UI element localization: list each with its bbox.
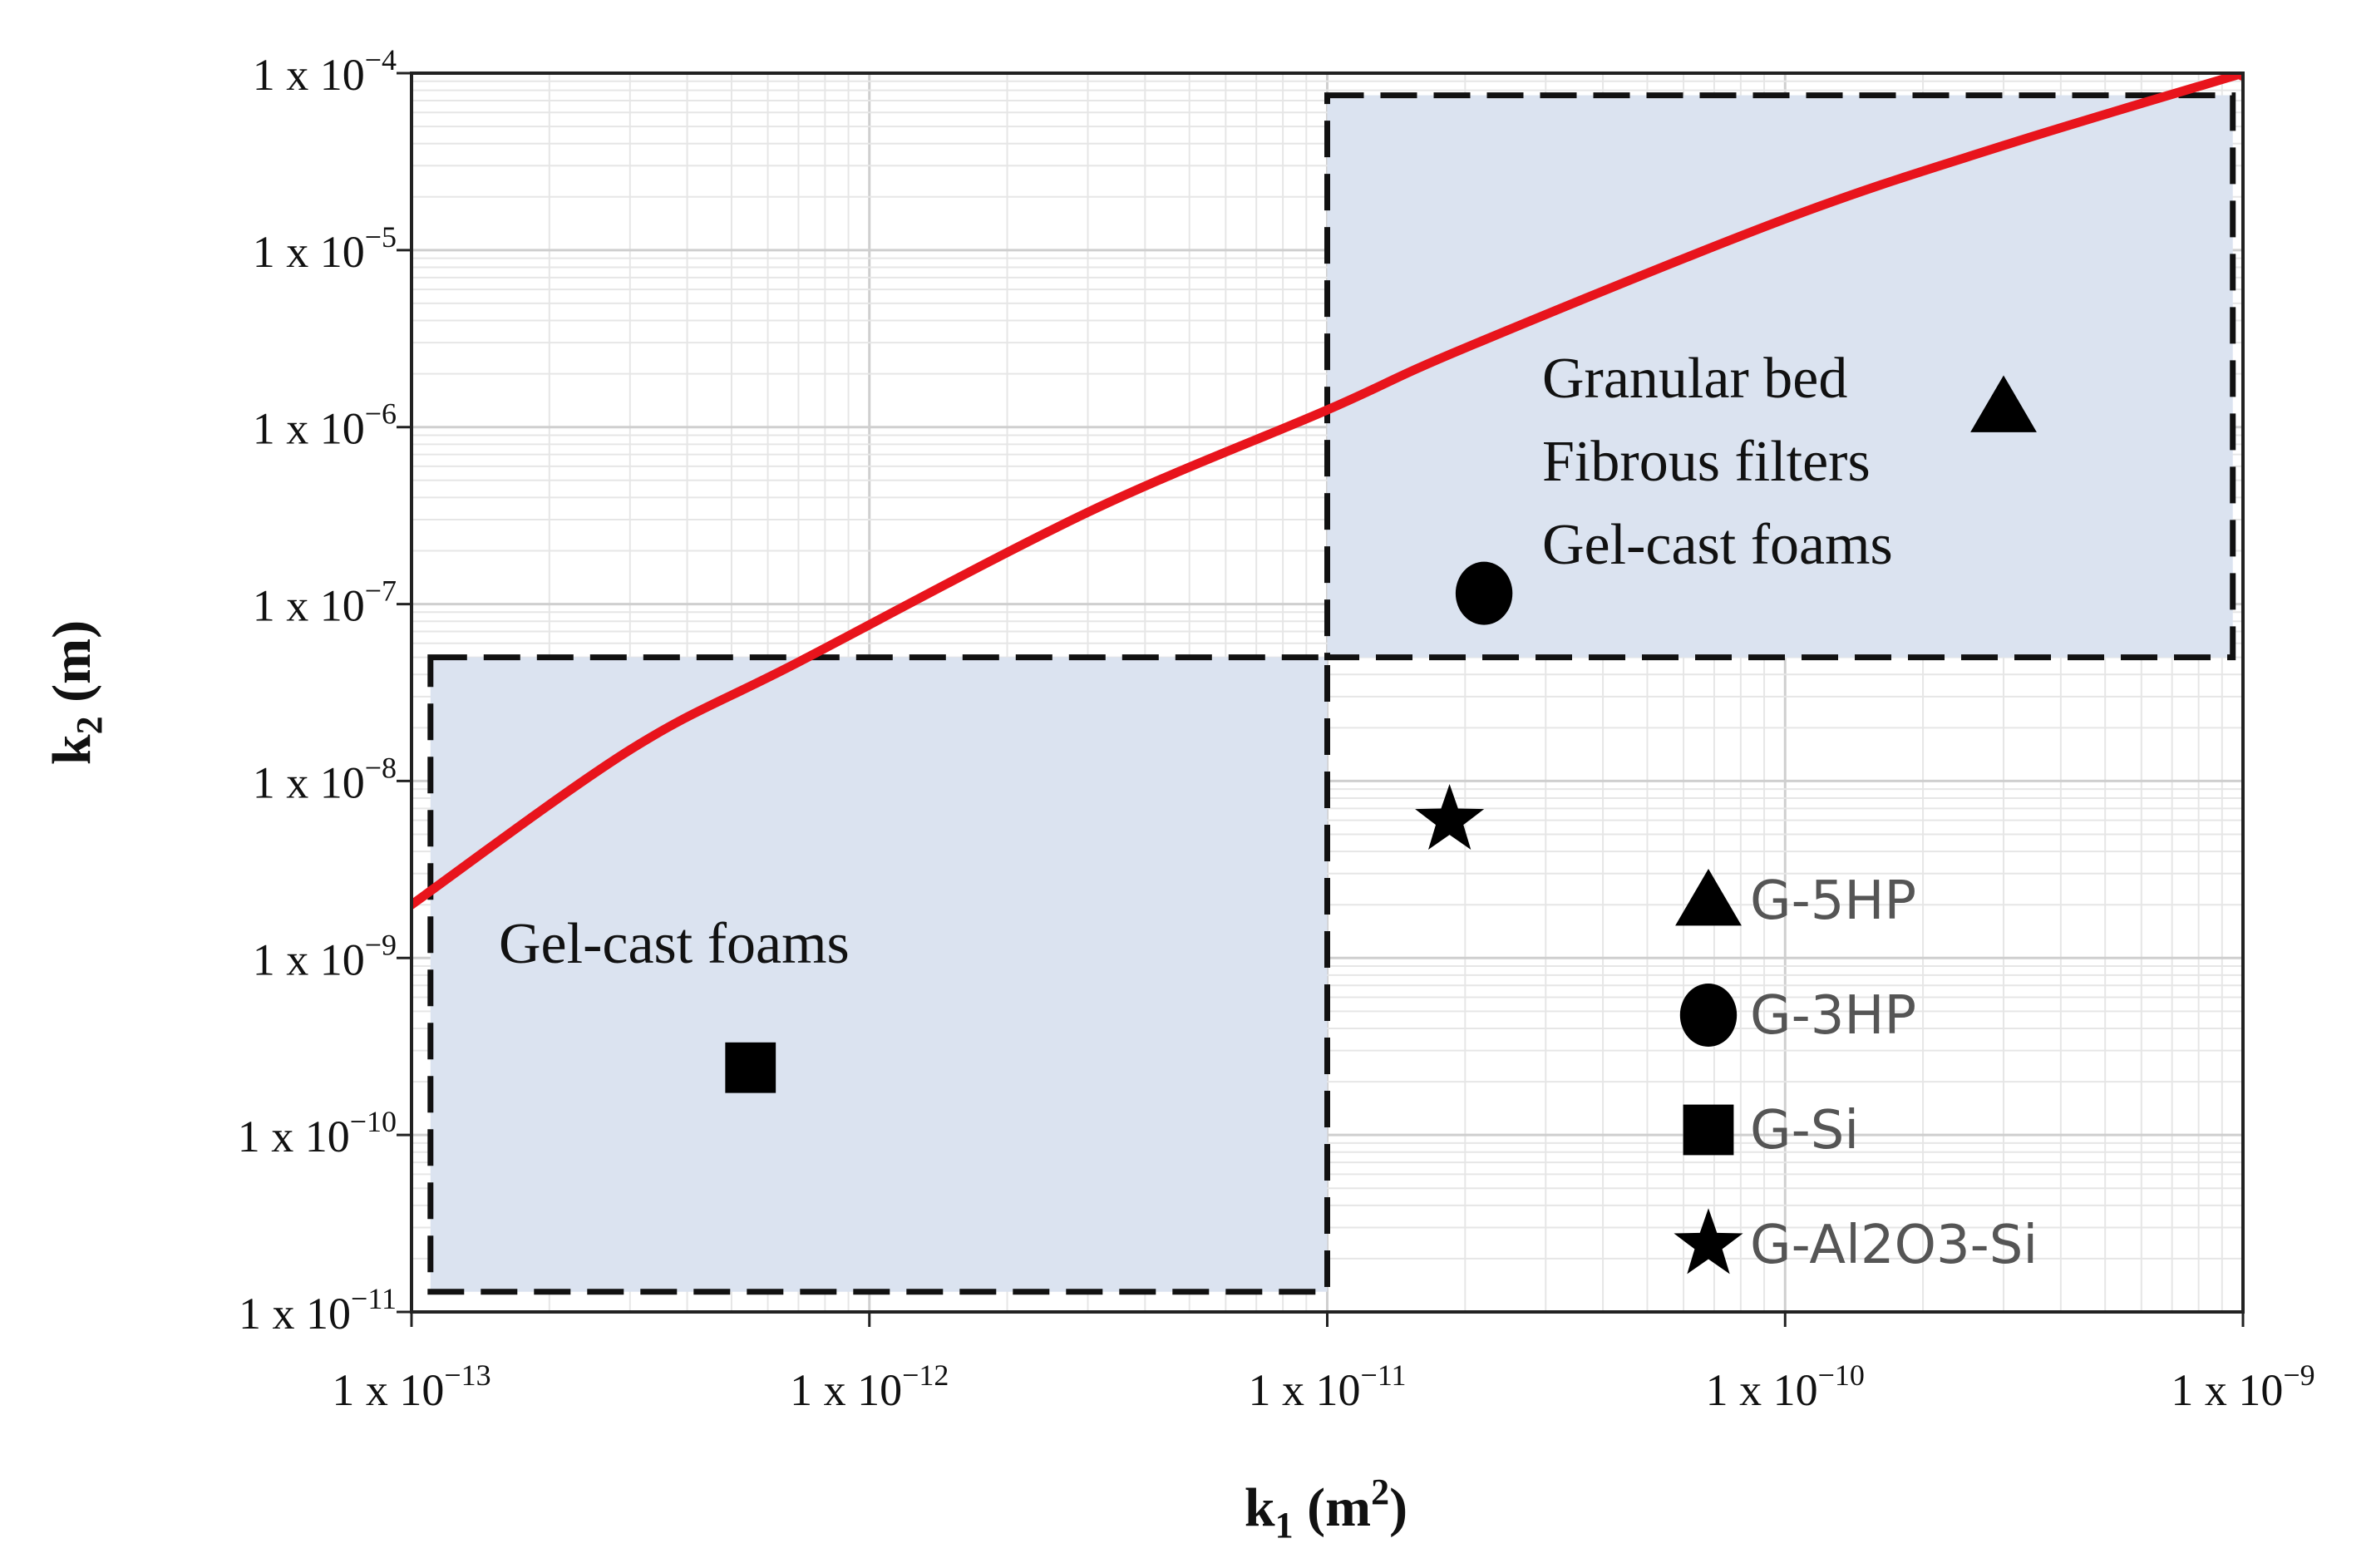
chart-labels: Gel-cast foams Granular bed Fibrous filter…: [238, 43, 2315, 1415]
legend-marker-triangle: [1675, 869, 1742, 926]
data-point-triangle: [1970, 375, 2037, 432]
y-tick-label: 1 x 10−7: [253, 574, 397, 631]
x-tick-label: 1 x 10−13: [332, 1358, 490, 1415]
y-tick-label: 1 x 10−8: [253, 751, 397, 807]
trend-line-end: [2236, 73, 2243, 81]
x-axis-title: k1 (m2): [1245, 1472, 1407, 1546]
legend-label: G-5HP: [1750, 870, 1916, 932]
region-label: Fibrous filters: [1542, 430, 1871, 494]
x-tick-label: 1 x 10−11: [1249, 1358, 1407, 1415]
data-point-circle: [1455, 561, 1513, 625]
legend-label: G-3HP: [1750, 985, 1916, 1047]
data-point-star: [1415, 784, 1485, 850]
y-tick-label: 1 x 10−6: [253, 397, 397, 454]
x-tick-label: 1 x 10−9: [2171, 1358, 2314, 1415]
x-tick-label: 1 x 10−10: [1706, 1358, 1865, 1415]
y-tick-label: 1 x 10−9: [253, 928, 397, 984]
legend-marker-square: [1683, 1104, 1734, 1156]
y-axis-title: k2 (m): [42, 620, 110, 765]
region-label: Gel-cast foams: [1542, 513, 1893, 577]
region-box: [427, 654, 1330, 1295]
y-tick-label: 1 x 10−4: [253, 43, 397, 100]
axis-ticks: [397, 71, 2245, 1327]
legend-label: G-Si: [1750, 1100, 1859, 1161]
region-boxes: [427, 92, 2236, 1295]
y-tick-label: 1 x 10−10: [238, 1105, 397, 1161]
legend: G-5HP G-3HP G-Si G-Al2O3-Si: [1674, 869, 2038, 1276]
legend-marker-circle: [1679, 984, 1738, 1047]
region-label: Gel-cast foams: [499, 912, 850, 976]
region-label: Granular bed: [1542, 347, 1847, 411]
data-point-square: [725, 1042, 776, 1093]
trend-curve: [412, 73, 2243, 910]
legend-label: G-Al2O3-Si: [1750, 1215, 2038, 1276]
y-tick-label: 1 x 10−11: [239, 1282, 397, 1339]
legend-marker-star: [1674, 1208, 1743, 1275]
trend-line: [412, 73, 2243, 910]
x-tick-label: 1 x 10−12: [790, 1358, 949, 1415]
y-tick-label: 1 x 10−5: [253, 220, 397, 277]
data-markers: [725, 375, 2037, 1093]
